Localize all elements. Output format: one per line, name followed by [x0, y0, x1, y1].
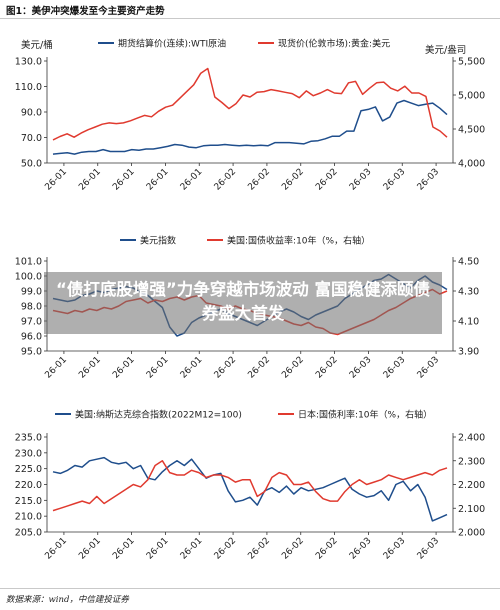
- chart3-left-tick-label: 210.0: [15, 512, 42, 523]
- chart1-x-tick-label: 26-03: [416, 167, 442, 193]
- chart1-x-tick-label: 26-01: [179, 167, 205, 193]
- figure-footer: 数据来源：wind，中信建投证券: [0, 588, 500, 610]
- data-source: 数据来源：wind，中信建投证券: [6, 595, 129, 605]
- chart2-left-tick-label: 100.0: [15, 272, 42, 283]
- chart2-left-tick-label: 99.0: [21, 287, 42, 298]
- chart2-right-tick-label: 4.10: [458, 317, 479, 328]
- chart1-x-tick-label: 26-02: [280, 167, 306, 193]
- chart1-x-tick-label: 26-03: [348, 167, 374, 193]
- chart3-x-tick-label: 26-01: [145, 536, 171, 562]
- chart2-x-tick-label: 26-01: [145, 355, 171, 381]
- chart2-legend-label-2: 美国:国债收益率:10年（%，右轴）: [227, 235, 370, 247]
- chart2-x-tick-label: 26-01: [179, 355, 205, 381]
- chart3-legend-label-1: 美国:纳斯达克综合指数(2022M12=100): [75, 409, 242, 421]
- chart3-legend-label-2: 日本:国债利率:10年（%，右轴）: [298, 409, 432, 421]
- chart3-right-tick-label: 2.300: [458, 456, 485, 467]
- headline-text: “债打底股增强”力争穿越市场波动 富国稳健添颐债券盛大首发: [56, 280, 430, 323]
- chart1-x-tick-label: 26-01: [43, 167, 69, 193]
- headline-overlay[interactable]: “债打底股增强”力争穿越市场波动 富国稳健添颐债券盛大首发: [44, 272, 442, 334]
- chart2-x-tick-label: 26-02: [314, 355, 340, 381]
- chart1-left-tick-label: 70.0: [21, 133, 42, 144]
- chart1-right-tick-label: 5,500: [458, 57, 485, 68]
- chart2-x-tick-label: 26-02: [280, 355, 306, 381]
- chart3-left-tick-label: 215.0: [15, 496, 42, 507]
- chart1-series-1-line: [52, 99, 448, 155]
- chart2-x-tick-label: 26-02: [246, 355, 272, 381]
- chart2-x-tick-label: 26-01: [111, 355, 137, 381]
- chart2-right-tick-label: 3.90: [458, 347, 479, 358]
- chart1-x-tick-label: 26-03: [382, 167, 408, 193]
- chart1-right-tick-label: 5,000: [458, 91, 485, 102]
- chart2-x-tick-label: 26-02: [213, 355, 239, 381]
- chart1-left-unit-label: 美元/桶: [21, 39, 53, 51]
- chart2-x-tick-label: 26-01: [77, 355, 103, 381]
- chart2-left-tick-label: 95.0: [21, 347, 42, 358]
- chart3-series-1-line: [52, 456, 448, 522]
- chart2-left-tick-label: 101.0: [15, 257, 42, 268]
- chart1-x-tick-label: 26-02: [213, 167, 239, 193]
- chart3-x-tick-label: 26-02: [314, 536, 340, 562]
- chart2-x-tick-label: 26-03: [416, 355, 442, 381]
- chart3-right-tick-label: 2.200: [458, 480, 485, 491]
- chart3-right-tick-label: 2.100: [458, 504, 485, 515]
- chart3-x-tick-label: 26-01: [111, 536, 137, 562]
- figure-header: 图1：美伊冲突爆发至今主要资产走势: [0, 0, 500, 19]
- chart1-x-tick-label: 26-01: [145, 167, 171, 193]
- chart2-right-tick-label: 4.30: [458, 287, 479, 298]
- chart3-left-tick-label: 235.0: [15, 433, 42, 444]
- figure-title: 图1：美伊冲突爆发至今主要资产走势: [6, 6, 165, 17]
- chart1-left-tick-label: 90.0: [21, 108, 42, 119]
- chart3-x-tick-label: 26-03: [348, 536, 374, 562]
- chart3-x-tick-label: 26-03: [382, 536, 408, 562]
- chart3-left-tick-label: 230.0: [15, 448, 42, 459]
- chart1-legend-label-1: 期货结算价(连续):WTI原油: [118, 38, 226, 50]
- chart2-right-tick-label: 4.50: [458, 257, 479, 268]
- chart1-right-tick-label: 4,500: [458, 125, 485, 136]
- chart1-x-tick-label: 26-01: [77, 167, 103, 193]
- chart1-right-tick-label: 4,000: [458, 159, 485, 170]
- chart1-left-tick-label: 130.0: [15, 57, 42, 68]
- chart2-left-tick-label: 96.0: [21, 332, 42, 343]
- chart2-x-tick-label: 26-03: [348, 355, 374, 381]
- chart3-x-tick-label: 26-01: [43, 536, 69, 562]
- chart3-left-tick-label: 205.0: [15, 528, 42, 539]
- chart1-x-tick-label: 26-02: [246, 167, 272, 193]
- chart3-right-tick-label: 2.400: [458, 433, 485, 444]
- chart1-series-2-line: [52, 67, 448, 141]
- chart1-right-unit-label: 美元/盎司: [425, 44, 466, 56]
- chart3-x-tick-label: 26-02: [280, 536, 306, 562]
- chart3-x-tick-label: 26-02: [246, 536, 272, 562]
- chart3-x-tick-label: 26-01: [77, 536, 103, 562]
- chart2-x-tick-label: 26-01: [43, 355, 69, 381]
- chart3-x-tick-label: 26-02: [213, 536, 239, 562]
- chart1-left-tick-label: 50.0: [21, 159, 42, 170]
- chart3-left-tick-label: 220.0: [15, 480, 42, 491]
- chart1-legend-label-2: 现货价(伦敦市场):黄金:美元: [278, 38, 390, 50]
- chart1-x-tick-label: 26-02: [314, 167, 340, 193]
- chart3-x-tick-label: 26-03: [416, 536, 442, 562]
- chart1-x-tick-label: 26-01: [111, 167, 137, 193]
- chart3-left-tick-label: 225.0: [15, 464, 42, 475]
- chart3-series-2-line: [52, 460, 448, 512]
- chart2-left-tick-label: 98.0: [21, 302, 42, 313]
- chart3-right-tick-label: 2.000: [458, 528, 485, 539]
- chart2-left-tick-label: 97.0: [21, 317, 42, 328]
- chart1-left-tick-label: 110.0: [15, 82, 42, 93]
- chart3-x-tick-label: 26-01: [179, 536, 205, 562]
- chart2-legend-label-1: 美元指数: [140, 235, 176, 247]
- chart2-x-tick-label: 26-03: [382, 355, 408, 381]
